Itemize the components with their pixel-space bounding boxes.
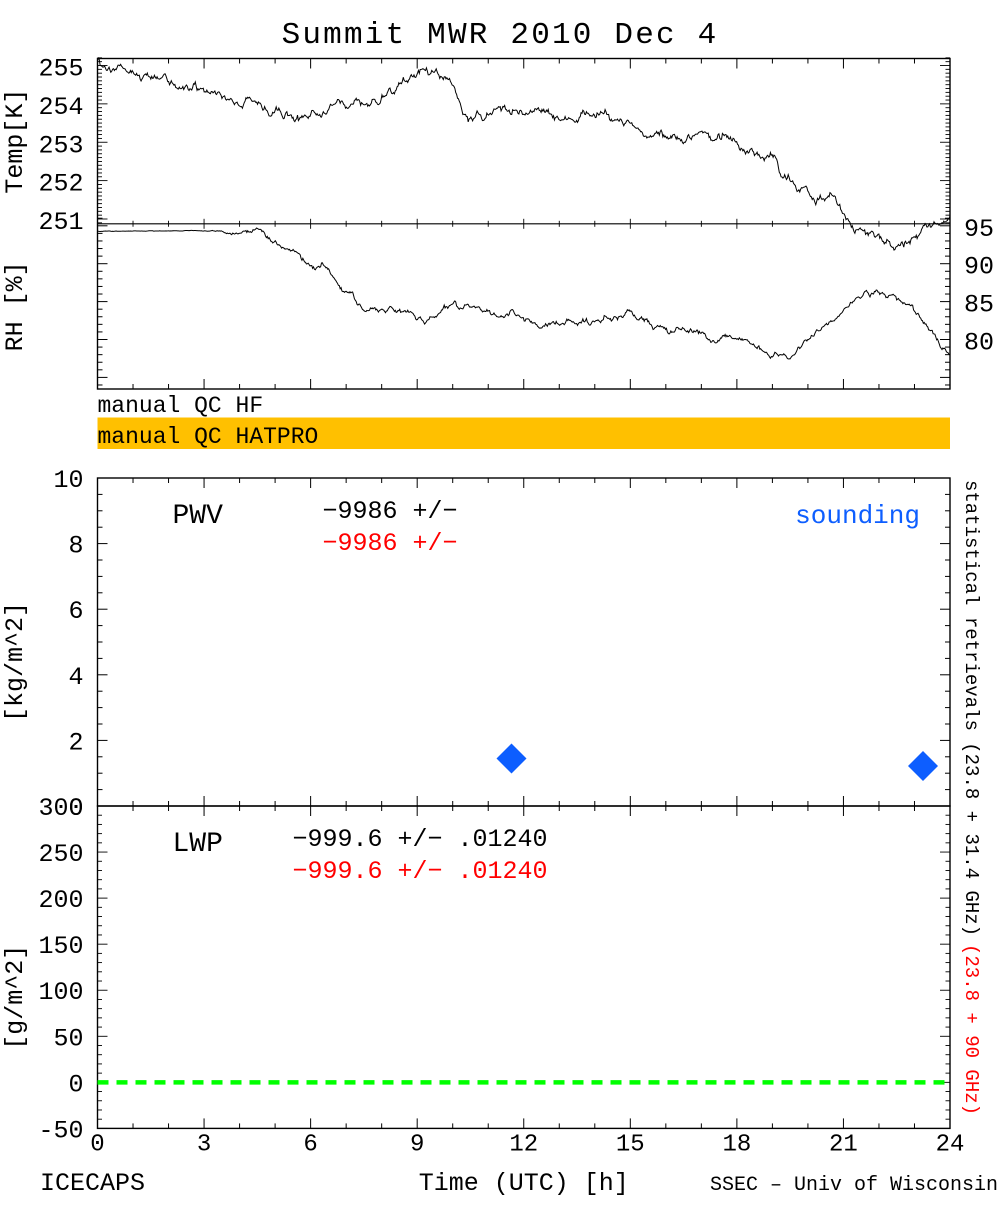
svg-text:6: 6: [68, 597, 83, 626]
svg-text:Time (UTC) [h]: Time (UTC) [h]: [419, 1169, 629, 1198]
svg-text:ICECAPS: ICECAPS: [40, 1169, 145, 1198]
svg-text:253: 253: [38, 131, 83, 160]
svg-text:300: 300: [38, 794, 83, 823]
svg-text:sounding: sounding: [795, 501, 920, 531]
svg-text:[kg/m^2]: [kg/m^2]: [1, 602, 30, 722]
svg-text:3: 3: [197, 1131, 211, 1158]
svg-text:24: 24: [936, 1131, 965, 1158]
svg-text:manual QC HF: manual QC HF: [98, 393, 264, 419]
svg-text:−999.6 +/− .01240: −999.6 +/− .01240: [293, 825, 548, 854]
svg-text:manual QC HATPRO: manual QC HATPRO: [98, 424, 319, 450]
svg-text:RH [%]: RH [%]: [1, 261, 30, 351]
svg-text:Summit MWR 2010 Dec 4: Summit MWR 2010 Dec 4: [282, 18, 719, 53]
svg-text:6: 6: [303, 1131, 317, 1158]
svg-text:0: 0: [68, 1070, 83, 1099]
svg-text:200: 200: [38, 886, 83, 915]
svg-text:150: 150: [38, 932, 83, 961]
svg-text:(23.8 + 90 GHz): (23.8 + 90 GHz): [960, 944, 982, 1115]
svg-text:100: 100: [38, 978, 83, 1007]
svg-text:[g/m^2]: [g/m^2]: [1, 945, 30, 1050]
svg-text:LWP: LWP: [173, 829, 223, 860]
svg-text:85: 85: [964, 291, 994, 320]
svg-text:PWV: PWV: [173, 501, 224, 532]
svg-text:9: 9: [410, 1131, 424, 1158]
svg-text:statistical retrievals (23.8 +: statistical retrievals (23.8 + 31.4 GHz): [960, 480, 982, 936]
svg-text:Temp[K]: Temp[K]: [1, 89, 30, 194]
svg-text:50: 50: [53, 1024, 83, 1053]
svg-text:254: 254: [38, 93, 83, 122]
svg-text:8: 8: [68, 532, 83, 561]
svg-text:4: 4: [68, 663, 83, 692]
svg-text:10: 10: [53, 466, 83, 495]
svg-text:250: 250: [38, 840, 83, 869]
svg-text:−9986 +/−: −9986 +/−: [323, 497, 458, 526]
svg-text:95: 95: [964, 215, 994, 244]
svg-text:2: 2: [68, 728, 83, 757]
svg-text:-50: -50: [38, 1116, 83, 1145]
svg-text:SSEC – Univ of Wisconsin: SSEC – Univ of Wisconsin: [710, 1174, 998, 1197]
svg-text:12: 12: [509, 1131, 538, 1158]
svg-text:252: 252: [38, 170, 83, 199]
svg-text:0: 0: [90, 1131, 104, 1158]
svg-text:18: 18: [722, 1131, 751, 1158]
svg-text:−999.6 +/− .01240: −999.6 +/− .01240: [293, 857, 548, 886]
svg-text:255: 255: [38, 55, 83, 84]
svg-text:−9986 +/−: −9986 +/−: [323, 529, 458, 558]
svg-text:251: 251: [38, 208, 83, 237]
svg-text:21: 21: [829, 1131, 858, 1158]
svg-text:15: 15: [616, 1131, 645, 1158]
svg-text:80: 80: [964, 329, 994, 358]
svg-text:90: 90: [964, 253, 994, 282]
